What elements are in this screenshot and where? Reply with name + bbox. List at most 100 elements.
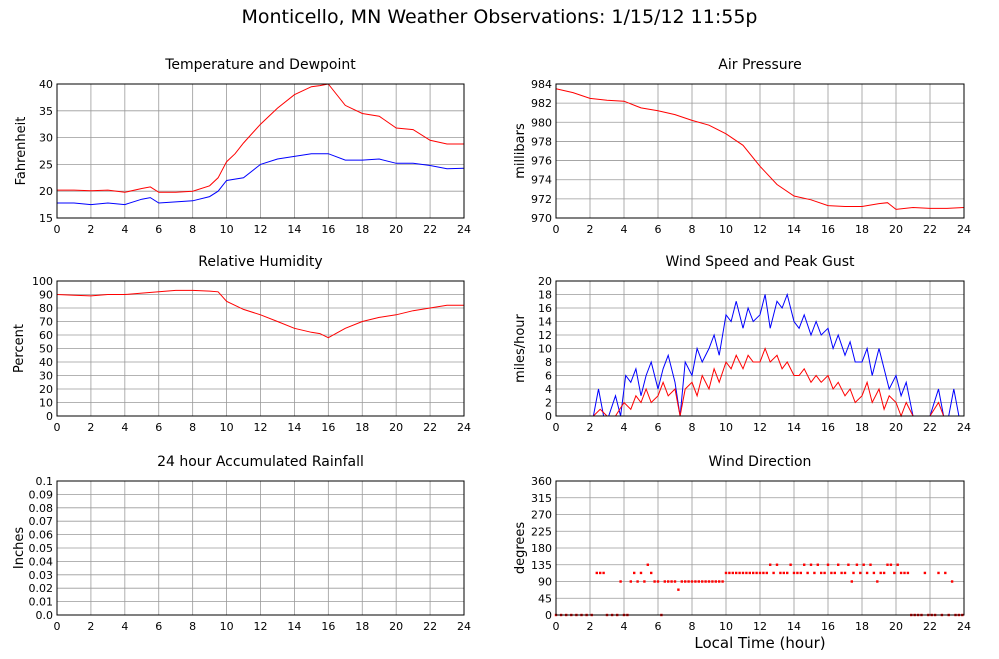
data-point <box>758 571 762 575</box>
data-point <box>893 571 896 575</box>
x-tick-label: 6 <box>655 421 662 434</box>
x-tick-label: 2 <box>587 223 594 236</box>
x-tick-label: 18 <box>355 421 369 434</box>
y-tick-label: 0.06 <box>29 529 54 542</box>
plot-frame <box>555 83 965 219</box>
data-point <box>690 580 694 583</box>
y-tick-label: 0.09 <box>29 488 54 501</box>
data-point <box>711 580 714 583</box>
data-point <box>643 580 646 583</box>
x-tick-label: 2 <box>87 620 94 633</box>
data-point <box>796 571 799 575</box>
data-point <box>701 580 704 583</box>
x-tick-label: 24 <box>457 223 471 236</box>
data-point <box>850 580 853 583</box>
y-tick-label: 0.05 <box>29 542 54 555</box>
y-axis-label: Percent <box>12 324 27 373</box>
x-tick-label: 16 <box>321 223 335 236</box>
y-tick-label: 2 <box>545 397 552 410</box>
x-tick-label: 2 <box>587 620 594 633</box>
y-tick-label: 974 <box>531 174 552 187</box>
x-tick-label: 20 <box>389 223 403 236</box>
data-point <box>786 571 789 575</box>
data-point <box>872 571 876 575</box>
x-tick-label: 10 <box>719 421 733 434</box>
y-tick-label: 978 <box>531 135 552 148</box>
data-point <box>847 563 850 566</box>
y-tick-label: 984 <box>531 78 552 91</box>
data-point <box>748 571 751 575</box>
y-tick-label: 30 <box>39 132 53 145</box>
panel-title: Wind Direction <box>709 454 812 470</box>
x-tick-label: 10 <box>220 223 234 236</box>
x-tick-label: 8 <box>689 421 696 434</box>
data-point <box>859 571 862 575</box>
y-tick-label: 0 <box>545 609 552 622</box>
x-tick-label: 22 <box>923 620 937 633</box>
data-point <box>656 580 660 583</box>
y-tick-label: 0 <box>545 410 552 423</box>
x-tick-label: 18 <box>355 620 369 633</box>
x-tick-label: 12 <box>753 421 767 434</box>
data-point <box>772 571 775 575</box>
x-tick-label: 22 <box>923 223 937 236</box>
y-tick-label: 225 <box>531 525 552 538</box>
x-tick-label: 16 <box>821 223 835 236</box>
y-axis-label: Fahrenheit <box>14 117 29 186</box>
y-tick-label: 25 <box>39 158 53 171</box>
y-tick-label: 50 <box>39 343 53 356</box>
y-tick-label: 0 <box>46 410 53 423</box>
data-point <box>855 563 859 566</box>
data-point <box>677 588 680 591</box>
y-tick-label: 0.04 <box>29 555 54 568</box>
data-point <box>697 580 700 583</box>
data-point <box>879 571 882 575</box>
series-line <box>556 347 964 418</box>
y-tick-label: 0.01 <box>29 596 54 609</box>
y-tick-label: 100 <box>32 275 53 288</box>
data-point <box>633 571 636 575</box>
y-tick-label: 0.1 <box>36 475 54 488</box>
y-tick-label: 10 <box>39 397 53 410</box>
data-point <box>799 571 802 575</box>
data-point <box>741 571 745 575</box>
x-tick-label: 10 <box>220 421 234 434</box>
x-tick-label: 18 <box>855 223 869 236</box>
data-point <box>809 563 813 566</box>
data-point <box>789 563 792 566</box>
data-point <box>721 580 724 583</box>
y-tick-label: 270 <box>531 509 552 522</box>
y-tick-label: 90 <box>39 289 53 302</box>
y-tick-label: 35 <box>39 105 53 118</box>
x-tick-label: 14 <box>287 223 301 236</box>
x-tick-label: 20 <box>889 421 903 434</box>
x-tick-label: 24 <box>957 421 971 434</box>
y-tick-label: 45 <box>538 592 552 605</box>
y-tick-label: 10 <box>538 343 552 356</box>
y-tick-label: 70 <box>39 316 53 329</box>
x-tick-label: 24 <box>457 421 471 434</box>
data-point <box>869 563 872 566</box>
x-tick-label: 14 <box>787 421 801 434</box>
data-point <box>728 571 731 575</box>
data-point <box>903 571 906 575</box>
data-point <box>684 580 687 583</box>
x-tick-label: 0 <box>54 620 61 633</box>
x-tick-label: 4 <box>621 620 628 633</box>
x-tick-label: 8 <box>689 223 696 236</box>
data-point <box>886 563 889 566</box>
data-point <box>694 580 697 583</box>
data-point <box>889 563 893 566</box>
data-point <box>667 580 670 583</box>
x-tick-label: 22 <box>423 223 437 236</box>
x-tick-label: 24 <box>457 620 471 633</box>
y-tick-label: 4 <box>545 383 552 396</box>
data-point <box>823 571 826 575</box>
data-point <box>820 571 823 575</box>
y-tick-label: 12 <box>538 329 552 342</box>
data-point <box>813 571 816 575</box>
data-point <box>762 571 765 575</box>
x-tick-label: 6 <box>155 223 162 236</box>
data-point <box>629 580 632 583</box>
